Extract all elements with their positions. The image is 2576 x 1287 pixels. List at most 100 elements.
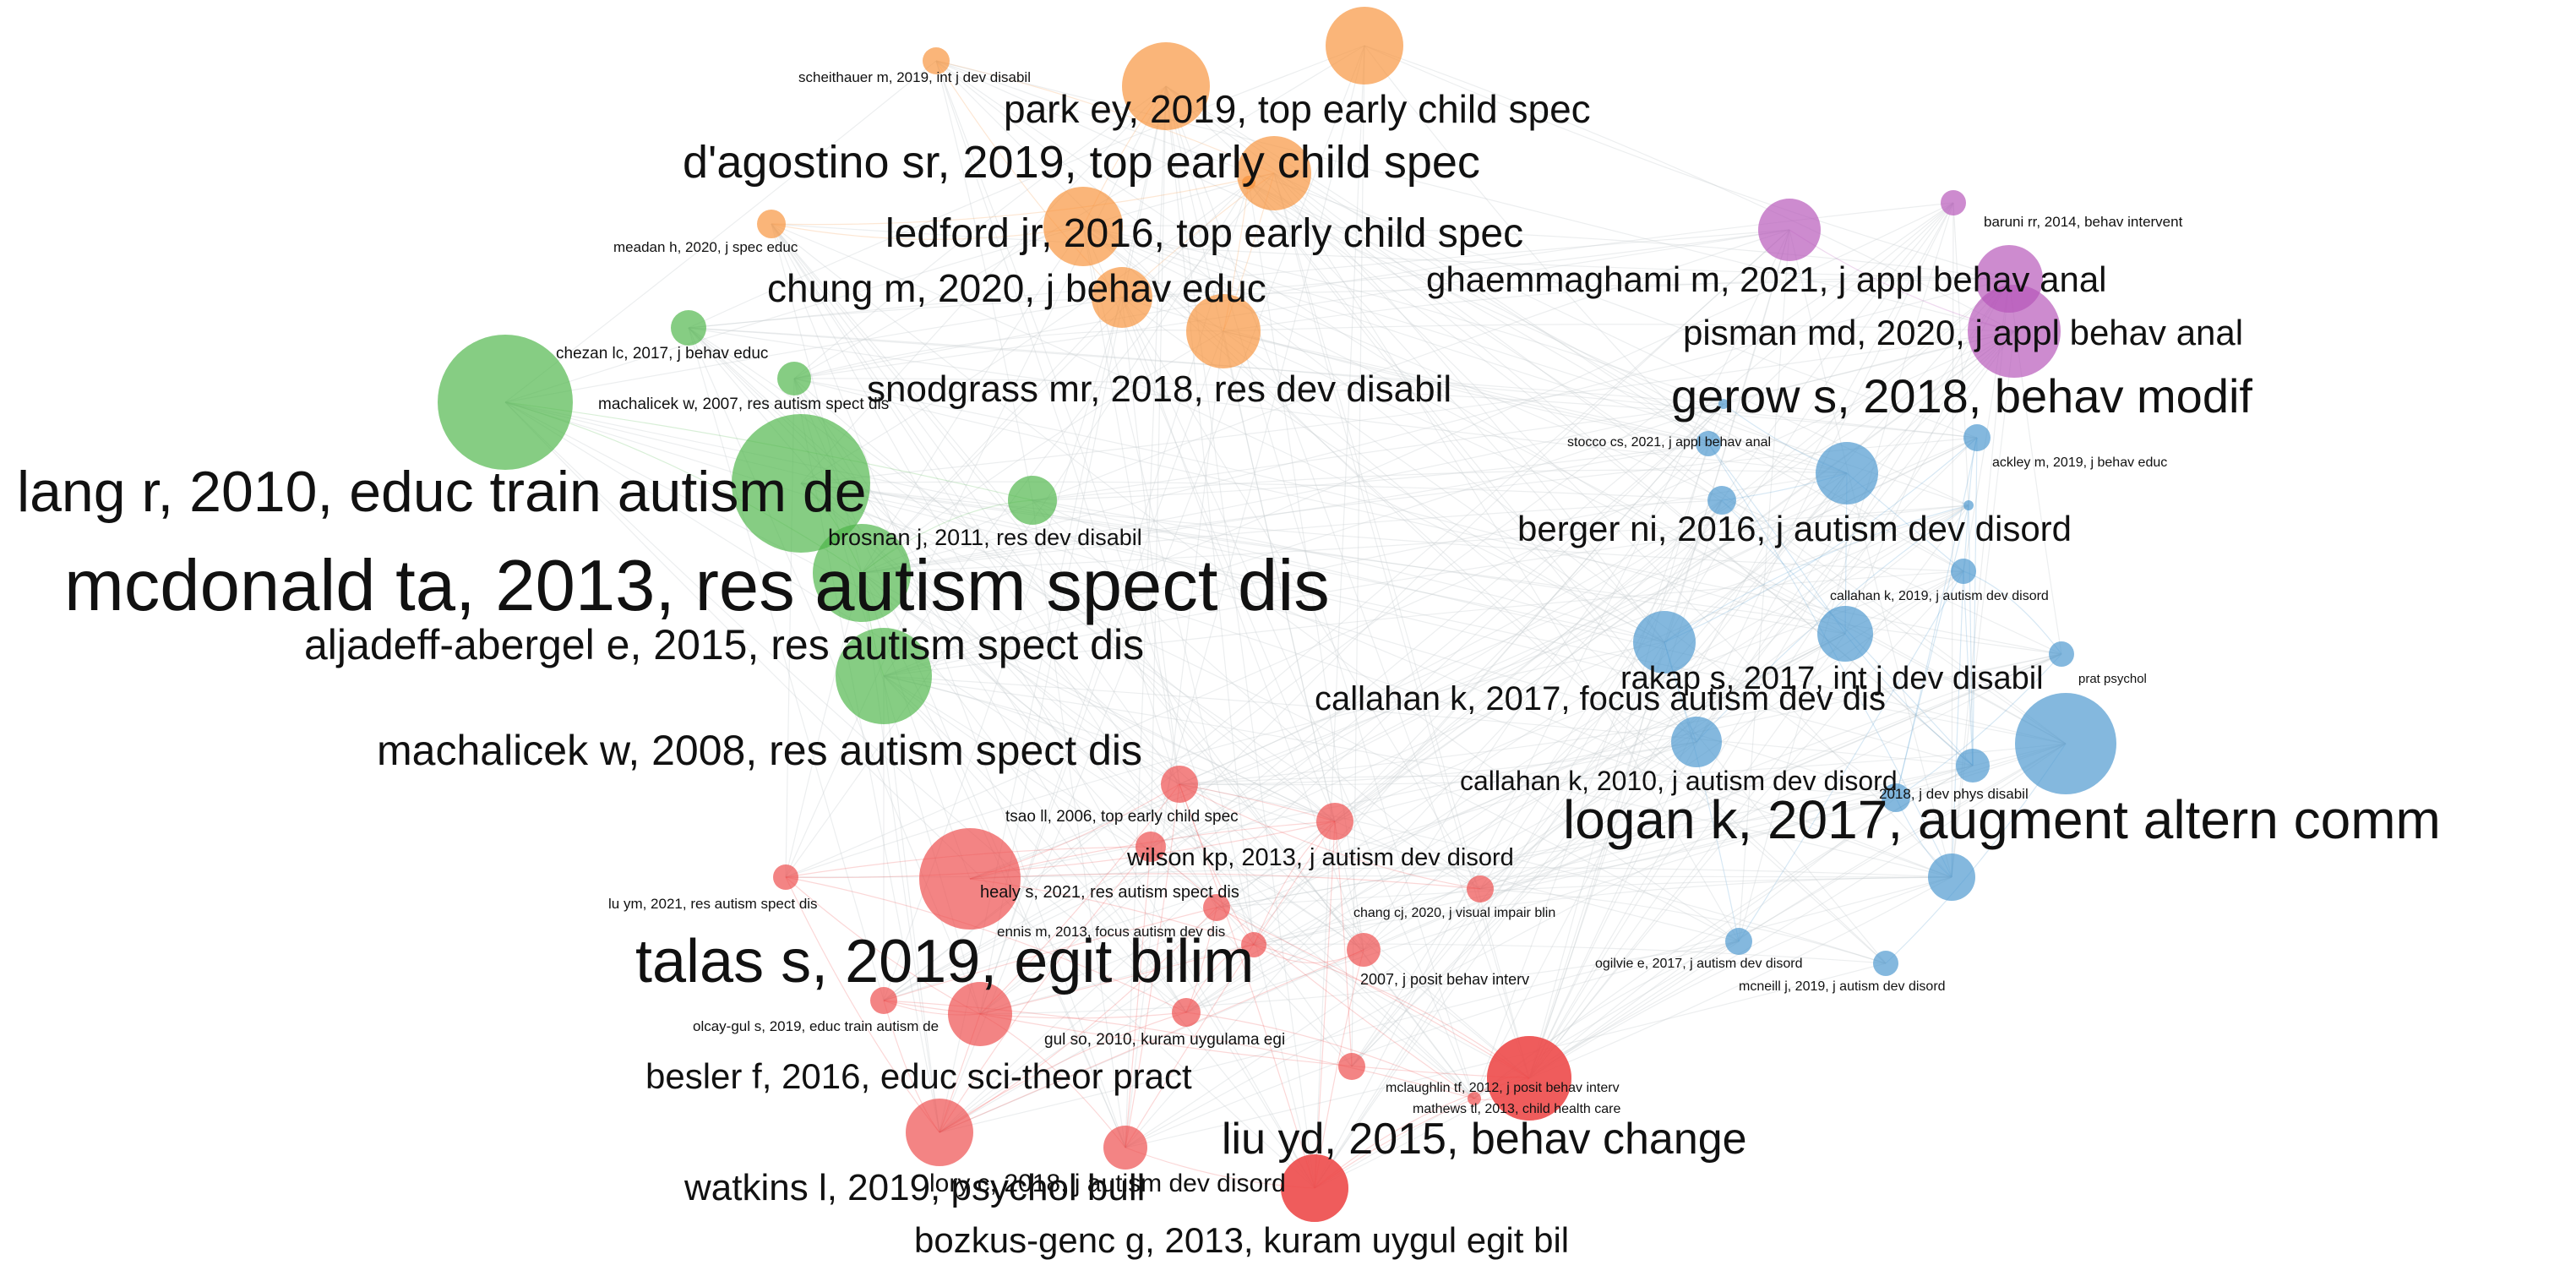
edge	[1150, 472, 1848, 848]
edge	[1314, 949, 1364, 1189]
edge	[1125, 85, 1167, 1148]
edge	[688, 327, 1978, 439]
edge	[1528, 504, 1969, 1079]
edge	[1664, 641, 1740, 942]
edge	[969, 867, 1952, 880]
edge	[504, 297, 1123, 403]
edge	[1082, 226, 1697, 743]
edge	[1179, 653, 2062, 785]
edge	[1253, 943, 1887, 964]
edge	[793, 378, 1978, 439]
edge	[688, 327, 1848, 474]
edge	[1125, 941, 1740, 1148]
node-label: talas s, 2019, egit bilim	[635, 928, 1254, 995]
node-green	[813, 524, 911, 622]
edge	[1528, 278, 2010, 1079]
node-red	[1203, 894, 1230, 921]
node-green	[732, 414, 870, 553]
edge	[1351, 499, 1723, 1067]
edge	[800, 483, 1846, 635]
edge	[771, 223, 1740, 942]
node-label: prat psychol	[2078, 672, 2147, 686]
edge	[979, 330, 1224, 1015]
edge	[883, 297, 1123, 1001]
node-label: logan k, 2017, augment altern comm	[1563, 789, 2441, 850]
edge	[1223, 324, 2015, 332]
edge	[1696, 330, 2015, 743]
edge	[688, 297, 1123, 329]
edge	[939, 45, 1365, 1133]
edge	[883, 1000, 1187, 1019]
edge	[883, 330, 2015, 1001]
edge	[1121, 297, 1475, 1099]
edge	[1334, 278, 2010, 822]
edge	[771, 223, 1315, 1189]
node-orange	[757, 210, 786, 238]
edge	[1185, 403, 1724, 1013]
edge	[979, 403, 1724, 1015]
edge	[883, 675, 1315, 1189]
edge	[504, 401, 1952, 878]
node-red	[870, 987, 897, 1014]
edge	[785, 85, 1167, 878]
edge	[979, 944, 1255, 1015]
edge	[883, 437, 1978, 1001]
node-label: brosnan j, 2011, res dev disabil	[828, 525, 1142, 550]
edge	[861, 504, 1969, 574]
edge	[1314, 499, 1723, 1189]
node-orange	[1092, 267, 1152, 328]
edge	[688, 229, 1790, 329]
edge	[1789, 229, 1952, 878]
edge	[1968, 504, 1974, 766]
edge	[939, 403, 1724, 1133]
edge	[1351, 45, 1365, 1067]
edge	[1364, 45, 2010, 280]
edge	[861, 572, 1475, 1099]
edge	[1664, 504, 1969, 643]
edge	[935, 60, 1978, 439]
node-red	[1161, 766, 1198, 803]
edge	[793, 378, 2062, 655]
node-blue	[1963, 424, 1991, 451]
edge	[504, 172, 1275, 403]
node-purple	[1968, 285, 2061, 378]
node-orange	[1186, 294, 1261, 368]
edge	[1273, 172, 1530, 1079]
node-blue	[1707, 486, 1736, 515]
edge	[1032, 499, 1475, 1099]
node-orange	[1326, 7, 1403, 85]
node-blue	[1633, 611, 1696, 673]
edge	[1248, 182, 2067, 744]
node-label: ledford jr, 2016, top early child spec	[885, 211, 1523, 256]
edge	[1032, 499, 1481, 890]
edge	[861, 437, 1978, 574]
edge	[1179, 499, 1723, 785]
edge	[939, 949, 1364, 1133]
edge	[1273, 172, 1740, 942]
edge	[1479, 653, 2062, 890]
node-label: mcdonald ta, 2013, res autism spect dis	[64, 546, 1330, 626]
edge	[800, 483, 1740, 942]
edge	[969, 437, 1978, 880]
edge	[1479, 633, 1846, 890]
nodes-layer	[438, 7, 2116, 1222]
edge	[1334, 741, 1697, 822]
edge	[979, 1013, 1530, 1079]
edge	[1179, 783, 1481, 890]
edge	[793, 378, 1336, 822]
edge	[1223, 330, 2067, 744]
edge	[1150, 45, 1365, 848]
edge	[785, 330, 2015, 878]
edge	[935, 60, 1033, 501]
node-green	[438, 335, 573, 470]
edge	[771, 223, 1665, 643]
edge	[883, 675, 1475, 1099]
edge	[1082, 226, 1848, 474]
node-label: bozkus-genc g, 2013, kuram uygul egit bi…	[914, 1220, 1569, 1260]
edge	[504, 401, 1364, 951]
edge	[1165, 85, 1530, 1079]
node-green	[836, 628, 932, 724]
edge	[939, 641, 1665, 1133]
node-red	[1338, 1053, 1365, 1080]
edge	[1972, 437, 1978, 766]
